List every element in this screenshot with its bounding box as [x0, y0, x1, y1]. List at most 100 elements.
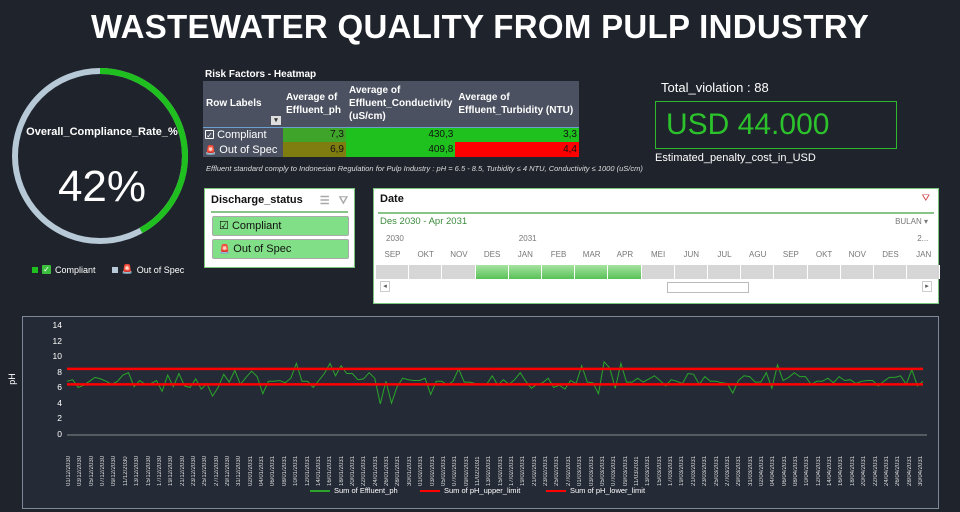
timeline-month-bar[interactable]	[907, 265, 941, 279]
x-tick-label: 14/01/2031	[315, 455, 322, 486]
y-tick-label: 14	[52, 320, 62, 330]
timeline-month-bar[interactable]	[542, 265, 576, 279]
timeline-month-label: MAR	[582, 250, 601, 259]
x-tick-label: 11/03/2031	[634, 456, 640, 486]
x-tick-label: 18/04/2031	[849, 455, 856, 486]
timeline-month-label: OKT	[815, 250, 833, 259]
scroll-left-button[interactable]: ◂	[380, 281, 390, 292]
col-turbidity: Average of Effluent_Turbidity (NTU)	[455, 81, 579, 128]
x-tick-label: 29/12/2030	[225, 455, 232, 486]
table-row: 🚨 Out of Spec 6,9 409,8 4,4	[203, 142, 579, 157]
x-tick-label: 06/01/2031	[270, 455, 277, 486]
legend-upper-limit: Sum of pH_upper_limit	[420, 486, 520, 495]
x-tick-label: 11/12/2030	[122, 456, 129, 486]
filter-dropdown-icon[interactable]: ▾	[271, 115, 281, 125]
x-tick-label: 08/01/2031	[281, 455, 288, 486]
row-label-compliant[interactable]: ✓ Compliant	[203, 127, 283, 142]
timeline-selected-range: Des 2030 - Apr 2031	[380, 216, 468, 227]
timeline-year-label: 2...	[917, 234, 929, 243]
timeline-month-bar[interactable]	[674, 265, 708, 279]
x-tick-label: 08/04/2031	[793, 455, 800, 486]
multi-select-icon[interactable]: ☰	[319, 195, 330, 207]
x-tick-label: 21/02/2031	[531, 455, 538, 486]
x-tick-label: 10/04/2031	[804, 455, 811, 486]
x-tick-label: 29/03/2031	[736, 455, 743, 486]
slicer-title: Discharge_status	[211, 194, 303, 206]
scroll-right-button[interactable]: ▸	[922, 281, 932, 292]
timeline-month-bar[interactable]	[641, 265, 675, 279]
x-tick-label: 28/04/2031	[906, 455, 913, 486]
timeline-month-label: NOV	[848, 250, 866, 259]
timeline-level-dropdown[interactable]: BULAN ▾	[895, 217, 928, 226]
x-tick-label: 13/12/2030	[134, 455, 141, 486]
timeline-month-label: JUL	[717, 250, 732, 259]
legend-lower-limit: Sum of pH_lower_limit	[546, 486, 645, 495]
timeline-month-bar[interactable]	[575, 265, 609, 279]
col-row-labels: Row Labels ▾	[203, 81, 283, 128]
row-label-out-of-spec[interactable]: 🚨 Out of Spec	[203, 142, 283, 157]
x-tick-label: 31/12/2030	[236, 455, 243, 486]
x-tick-label: 24/04/2031	[883, 455, 890, 486]
x-tick-label: 07/02/2031	[452, 455, 459, 486]
x-tick-label: 22/04/2031	[872, 455, 879, 486]
x-tick-label: 31/03/2031	[747, 455, 754, 486]
x-tick-label: 17/12/2030	[156, 455, 163, 486]
timeline-scrollbar-thumb[interactable]	[667, 282, 749, 293]
clear-filter-icon[interactable]: ⛛	[338, 195, 348, 207]
timeline-month-label: OKT	[417, 250, 434, 259]
timeline-month-bar[interactable]	[409, 265, 443, 279]
x-tick-label: 19/12/2030	[168, 455, 175, 486]
x-tick-label: 02/04/2031	[758, 455, 765, 486]
x-tick-label: 25/03/2031	[713, 455, 720, 486]
timeline-month-bar[interactable]	[508, 265, 542, 279]
y-tick-label: 6	[57, 382, 62, 393]
x-tick-label: 03/02/2031	[429, 455, 436, 486]
timeline-month-bar[interactable]	[741, 265, 775, 279]
timeline-month-label: MEI	[650, 250, 666, 259]
x-tick-label: 27/12/2030	[213, 455, 220, 486]
penalty-cost-card: USD 44.000	[655, 101, 897, 149]
timeline-month-bar[interactable]	[376, 265, 410, 279]
timeline-month-bar[interactable]	[475, 265, 509, 279]
legend-compliant: Compliant	[55, 264, 96, 275]
slicer-item-out-of-spec[interactable]: 🚨 Out of Spec	[212, 239, 349, 259]
x-tick-label: 09/03/2031	[622, 455, 629, 486]
x-tick-label: 20/01/2031	[350, 455, 356, 486]
timeline-year-label: 2030	[386, 234, 404, 243]
x-tick-label: 24/01/2031	[372, 455, 379, 486]
col-conductivity: Average of Effluent_Conductivity (uS/cm)	[346, 81, 456, 128]
timeline-month-bar[interactable]	[708, 265, 742, 279]
x-tick-label: 04/01/2031	[259, 455, 266, 486]
cell-conductivity: 430,3	[346, 127, 456, 142]
timeline-month-bar[interactable]	[840, 265, 874, 279]
legend-effluent-ph: Sum of Effluent_ph	[310, 486, 398, 495]
x-tick-label: 02/01/2031	[247, 455, 254, 486]
clear-filter-icon[interactable]: ⛛	[921, 193, 930, 204]
x-tick-label: 07/03/2031	[611, 455, 618, 486]
x-tick-label: 30/04/2031	[918, 455, 924, 486]
timeline-month-label: JAN	[916, 250, 932, 259]
x-tick-label: 09/02/2031	[463, 455, 470, 486]
discharge-status-slicer: Discharge_status ☰ ⛛ ☑ Compliant 🚨 Out o…	[204, 188, 355, 268]
x-tick-label: 17/03/2031	[668, 455, 675, 486]
timeline-month-bar[interactable]	[442, 265, 476, 279]
x-tick-label: 27/02/2031	[565, 455, 572, 486]
timeline-month-bar[interactable]	[608, 265, 642, 279]
x-tick-label: 25/02/2031	[554, 455, 561, 486]
x-tick-label: 16/01/2031	[327, 455, 334, 486]
siren-icon: 🚨	[205, 144, 217, 155]
y-tick-label: 10	[52, 351, 62, 362]
timeline-month-bar[interactable]	[874, 265, 908, 279]
cell-ph: 7,3	[283, 127, 346, 142]
timeline-month-bar[interactable]	[774, 265, 808, 279]
timeline-month-bar[interactable]	[807, 265, 841, 279]
x-tick-label: 27/03/2031	[724, 455, 731, 486]
slicer-header: Discharge_status ☰ ⛛	[211, 194, 348, 213]
x-tick-label: 12/04/2031	[815, 455, 822, 486]
x-tick-label: 21/03/2031	[690, 455, 697, 486]
slicer-item-compliant[interactable]: ☑ Compliant	[212, 216, 349, 236]
timeline-month-label: DES	[882, 250, 899, 259]
x-tick-label: 21/12/2030	[179, 455, 186, 486]
timeline-month-label: FEB	[550, 250, 567, 259]
penalty-cost-label: Estimated_penalty_cost_in_USD	[655, 152, 816, 164]
